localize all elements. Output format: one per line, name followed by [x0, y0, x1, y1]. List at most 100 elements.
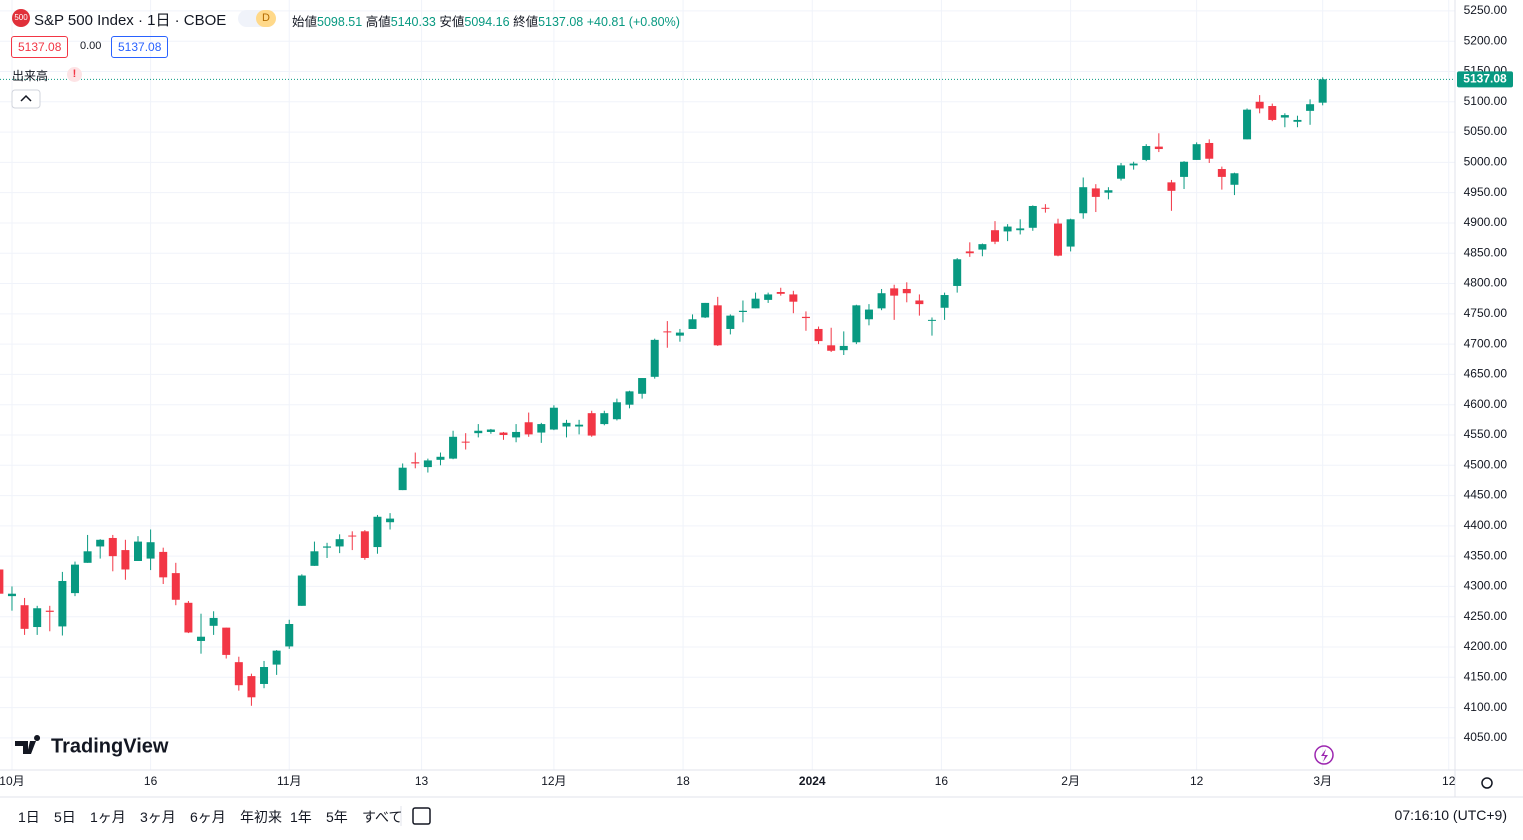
candle-body — [1192, 144, 1201, 160]
bid-box[interactable]: 5137.08 — [11, 36, 69, 58]
candle — [1255, 95, 1264, 114]
y-tick-label: 4400.00 — [1464, 518, 1508, 532]
candle-body — [1066, 219, 1075, 247]
candle — [285, 619, 294, 649]
y-tick-label: 4350.00 — [1464, 548, 1508, 562]
candle — [776, 287, 785, 296]
candle-body — [864, 309, 873, 320]
grid — [0, 0, 1455, 770]
range-button[interactable]: 3ヶ月 — [140, 809, 176, 825]
candle-body — [827, 345, 836, 351]
candle — [801, 311, 810, 331]
clock: 07:16:10 (UTC+9) — [1394, 807, 1507, 823]
candle — [247, 673, 256, 706]
collapse-button[interactable] — [11, 89, 41, 109]
ask-box[interactable]: 5137.08 — [111, 36, 169, 58]
candle — [1117, 162, 1126, 181]
candle-body — [121, 550, 130, 570]
y-tick-label: 4650.00 — [1464, 367, 1508, 381]
x-tick-label: 18 — [676, 774, 690, 788]
y-tick-label: 4300.00 — [1464, 579, 1508, 593]
watermark: TradingView — [15, 735, 169, 757]
candle-body — [247, 676, 256, 698]
collapse-icon — [20, 94, 32, 102]
candle — [549, 405, 558, 431]
y-tick-label: 4550.00 — [1464, 427, 1508, 441]
candle-body — [373, 516, 382, 548]
range-button[interactable]: 1日 — [18, 809, 40, 825]
candle — [134, 536, 143, 561]
candle — [650, 338, 659, 379]
range-button[interactable]: 1ヶ月 — [90, 809, 126, 825]
x-tick-label: 16 — [144, 774, 158, 788]
range-button[interactable]: すべて — [362, 809, 403, 825]
candle-body — [814, 328, 823, 342]
range-button[interactable]: 年初来 — [240, 809, 282, 825]
settings-icon[interactable] — [1481, 777, 1493, 789]
candle-body — [1280, 115, 1289, 118]
candle — [814, 326, 823, 345]
candle-body — [801, 316, 810, 319]
y-tick-label: 4100.00 — [1464, 700, 1508, 714]
candle-body — [927, 319, 936, 321]
candle — [1318, 77, 1327, 106]
candle — [33, 605, 42, 635]
x-tick-label: 12 — [1190, 774, 1204, 788]
candle — [1268, 103, 1277, 122]
x-tick-label: 16 — [935, 774, 949, 788]
candle-body — [197, 636, 206, 641]
range-button[interactable]: 1年 — [290, 809, 312, 825]
candle — [121, 539, 130, 580]
candle — [1016, 219, 1025, 235]
high-label: 高値 — [365, 15, 391, 29]
low-label: 安値 — [439, 15, 465, 29]
range-button[interactable]: 5年 — [326, 809, 348, 825]
candle-body — [134, 541, 143, 561]
candle-body — [411, 462, 420, 464]
candle-body — [1205, 142, 1214, 159]
range-button[interactable]: 5日 — [54, 809, 76, 825]
candle — [348, 531, 357, 551]
candle-body — [587, 413, 596, 436]
candle-body — [360, 531, 369, 558]
candle — [789, 290, 798, 314]
lightning-icon[interactable] — [1314, 745, 1334, 765]
candle-body — [537, 424, 546, 433]
open-value: 5098.51 — [317, 15, 363, 29]
candle — [297, 574, 306, 606]
candle-body — [146, 542, 155, 559]
candle — [1217, 166, 1226, 190]
candle — [562, 419, 571, 438]
candle — [612, 398, 621, 421]
x-tick-label: 2月 — [1061, 774, 1080, 788]
symbol-title[interactable]: S&P 500 Index · 1日 · CBOE — [34, 12, 227, 29]
y-tick-label: 4900.00 — [1464, 215, 1508, 229]
last-price-label: 5137.08 — [1463, 71, 1507, 85]
candle-body — [738, 310, 747, 312]
range-button[interactable]: 6ヶ月 — [190, 809, 226, 825]
candle-body — [675, 332, 684, 336]
candle-body — [1104, 190, 1113, 193]
candle — [927, 317, 936, 336]
candle — [638, 378, 647, 399]
candle-body — [852, 305, 861, 343]
y-tick-label: 4450.00 — [1464, 488, 1508, 502]
high-value: 5140.33 — [390, 15, 436, 29]
candle-body — [209, 617, 218, 626]
candle-body — [1091, 188, 1100, 197]
candle-body — [549, 407, 558, 430]
y-tick-label: 4500.00 — [1464, 457, 1508, 471]
candle — [1129, 161, 1138, 170]
candle-body — [335, 539, 344, 547]
candle-body — [650, 339, 659, 377]
candle — [902, 282, 911, 303]
candle — [827, 327, 836, 352]
candle — [159, 547, 168, 585]
candle — [20, 597, 29, 635]
candle-body — [171, 573, 180, 600]
candle — [864, 304, 873, 326]
candle — [184, 600, 193, 634]
candle-body — [612, 402, 621, 420]
date-range-icon[interactable] — [412, 807, 431, 825]
